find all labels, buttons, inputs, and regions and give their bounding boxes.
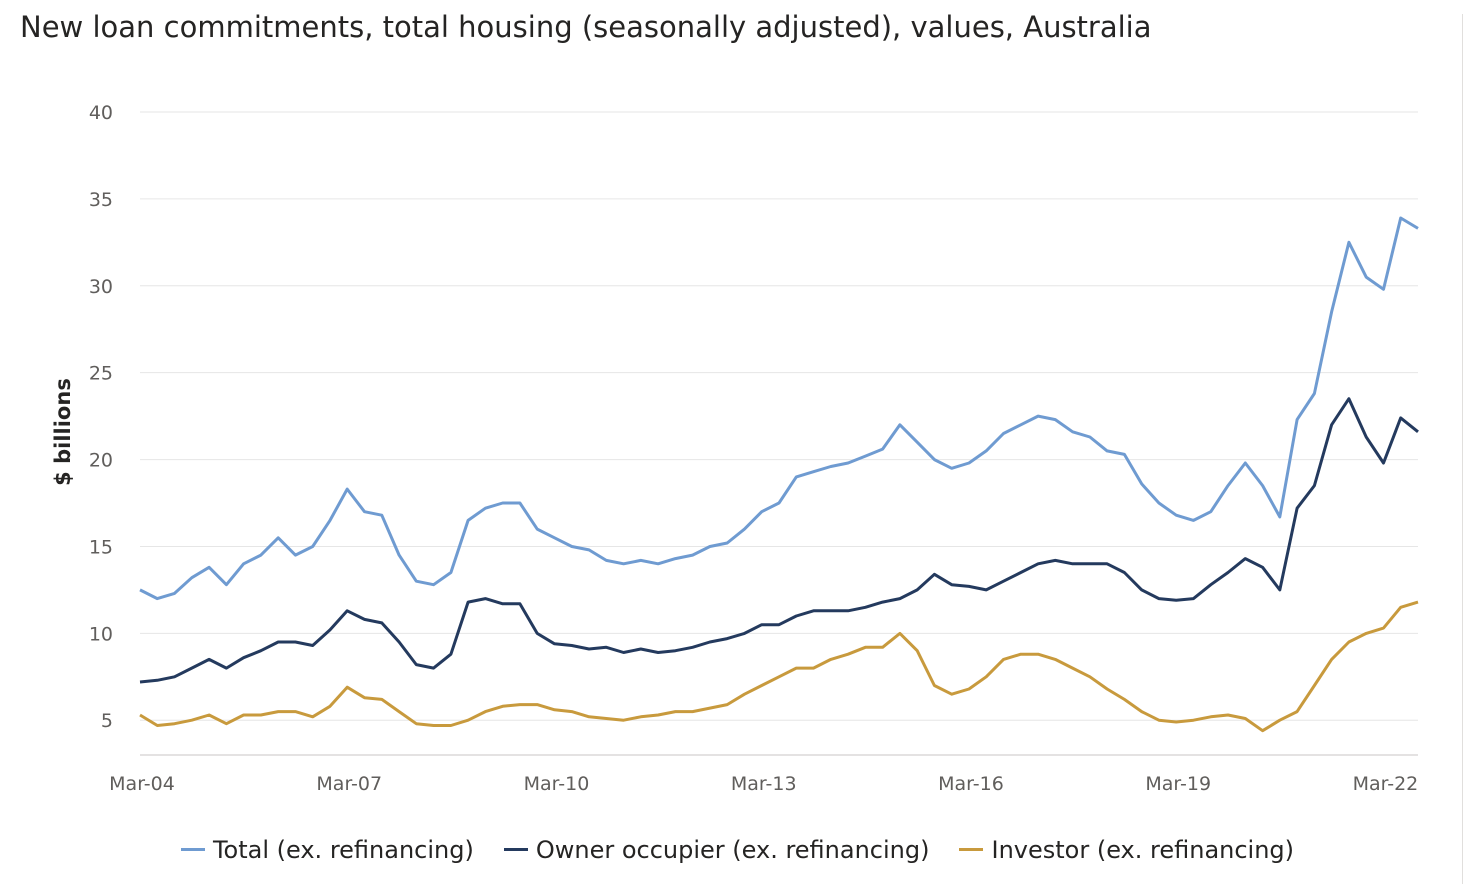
x-tick-label: Mar-04 xyxy=(109,773,175,795)
x-axis-ticks: Mar-04 Mar-07 Mar-10 Mar-13 Mar-16 Mar-19 Mar-… xyxy=(109,773,1418,795)
legend-item-1[interactable]: Owner occupier (ex. refinancing) xyxy=(503,836,930,864)
legend-item-2[interactable]: Investor (ex. refinancing) xyxy=(959,836,1294,864)
legend-swatch xyxy=(180,847,205,851)
series-line-0 xyxy=(139,216,1419,601)
y-axis-ticks: 5 10 15 20 25 30 35 40 xyxy=(89,102,113,732)
y-tick-label: 20 xyxy=(89,450,113,472)
x-tick-label: Mar-22 xyxy=(1353,773,1419,795)
panel-border xyxy=(1462,14,1463,884)
x-tick-label: Mar-07 xyxy=(316,773,382,795)
chart-title: New loan commitments, total housing (sea… xyxy=(20,10,1152,44)
y-tick-label: 15 xyxy=(89,536,113,558)
legend-label: Owner occupier (ex. refinancing) xyxy=(535,836,930,864)
legend-label: Investor (ex. refinancing) xyxy=(991,836,1295,864)
series-line-2 xyxy=(139,600,1419,733)
x-tick-label: Mar-13 xyxy=(731,773,797,795)
series-lines xyxy=(139,216,1419,733)
legend-item-0[interactable]: Total (ex. refinancing) xyxy=(180,836,474,864)
y-tick-label: 40 xyxy=(89,102,113,124)
y-axis-label: $ billions xyxy=(51,378,75,486)
x-tick-label: Mar-16 xyxy=(938,773,1004,795)
x-tick-label: Mar-10 xyxy=(524,773,590,795)
y-tick-label: 25 xyxy=(89,363,113,385)
x-tick-label: Mar-19 xyxy=(1145,773,1211,795)
legend: Total (ex. refinancing) Owner occupier (e… xyxy=(0,836,1475,864)
legend-label: Total (ex. refinancing) xyxy=(212,836,474,864)
gridlines xyxy=(140,111,1418,756)
legend-swatch xyxy=(503,847,528,851)
y-tick-label: 5 xyxy=(101,710,113,732)
y-tick-label: 35 xyxy=(89,189,113,211)
y-tick-label: 30 xyxy=(89,276,113,298)
y-tick-label: 10 xyxy=(89,623,113,645)
series-line-1 xyxy=(139,397,1419,684)
legend-swatch xyxy=(959,847,984,851)
